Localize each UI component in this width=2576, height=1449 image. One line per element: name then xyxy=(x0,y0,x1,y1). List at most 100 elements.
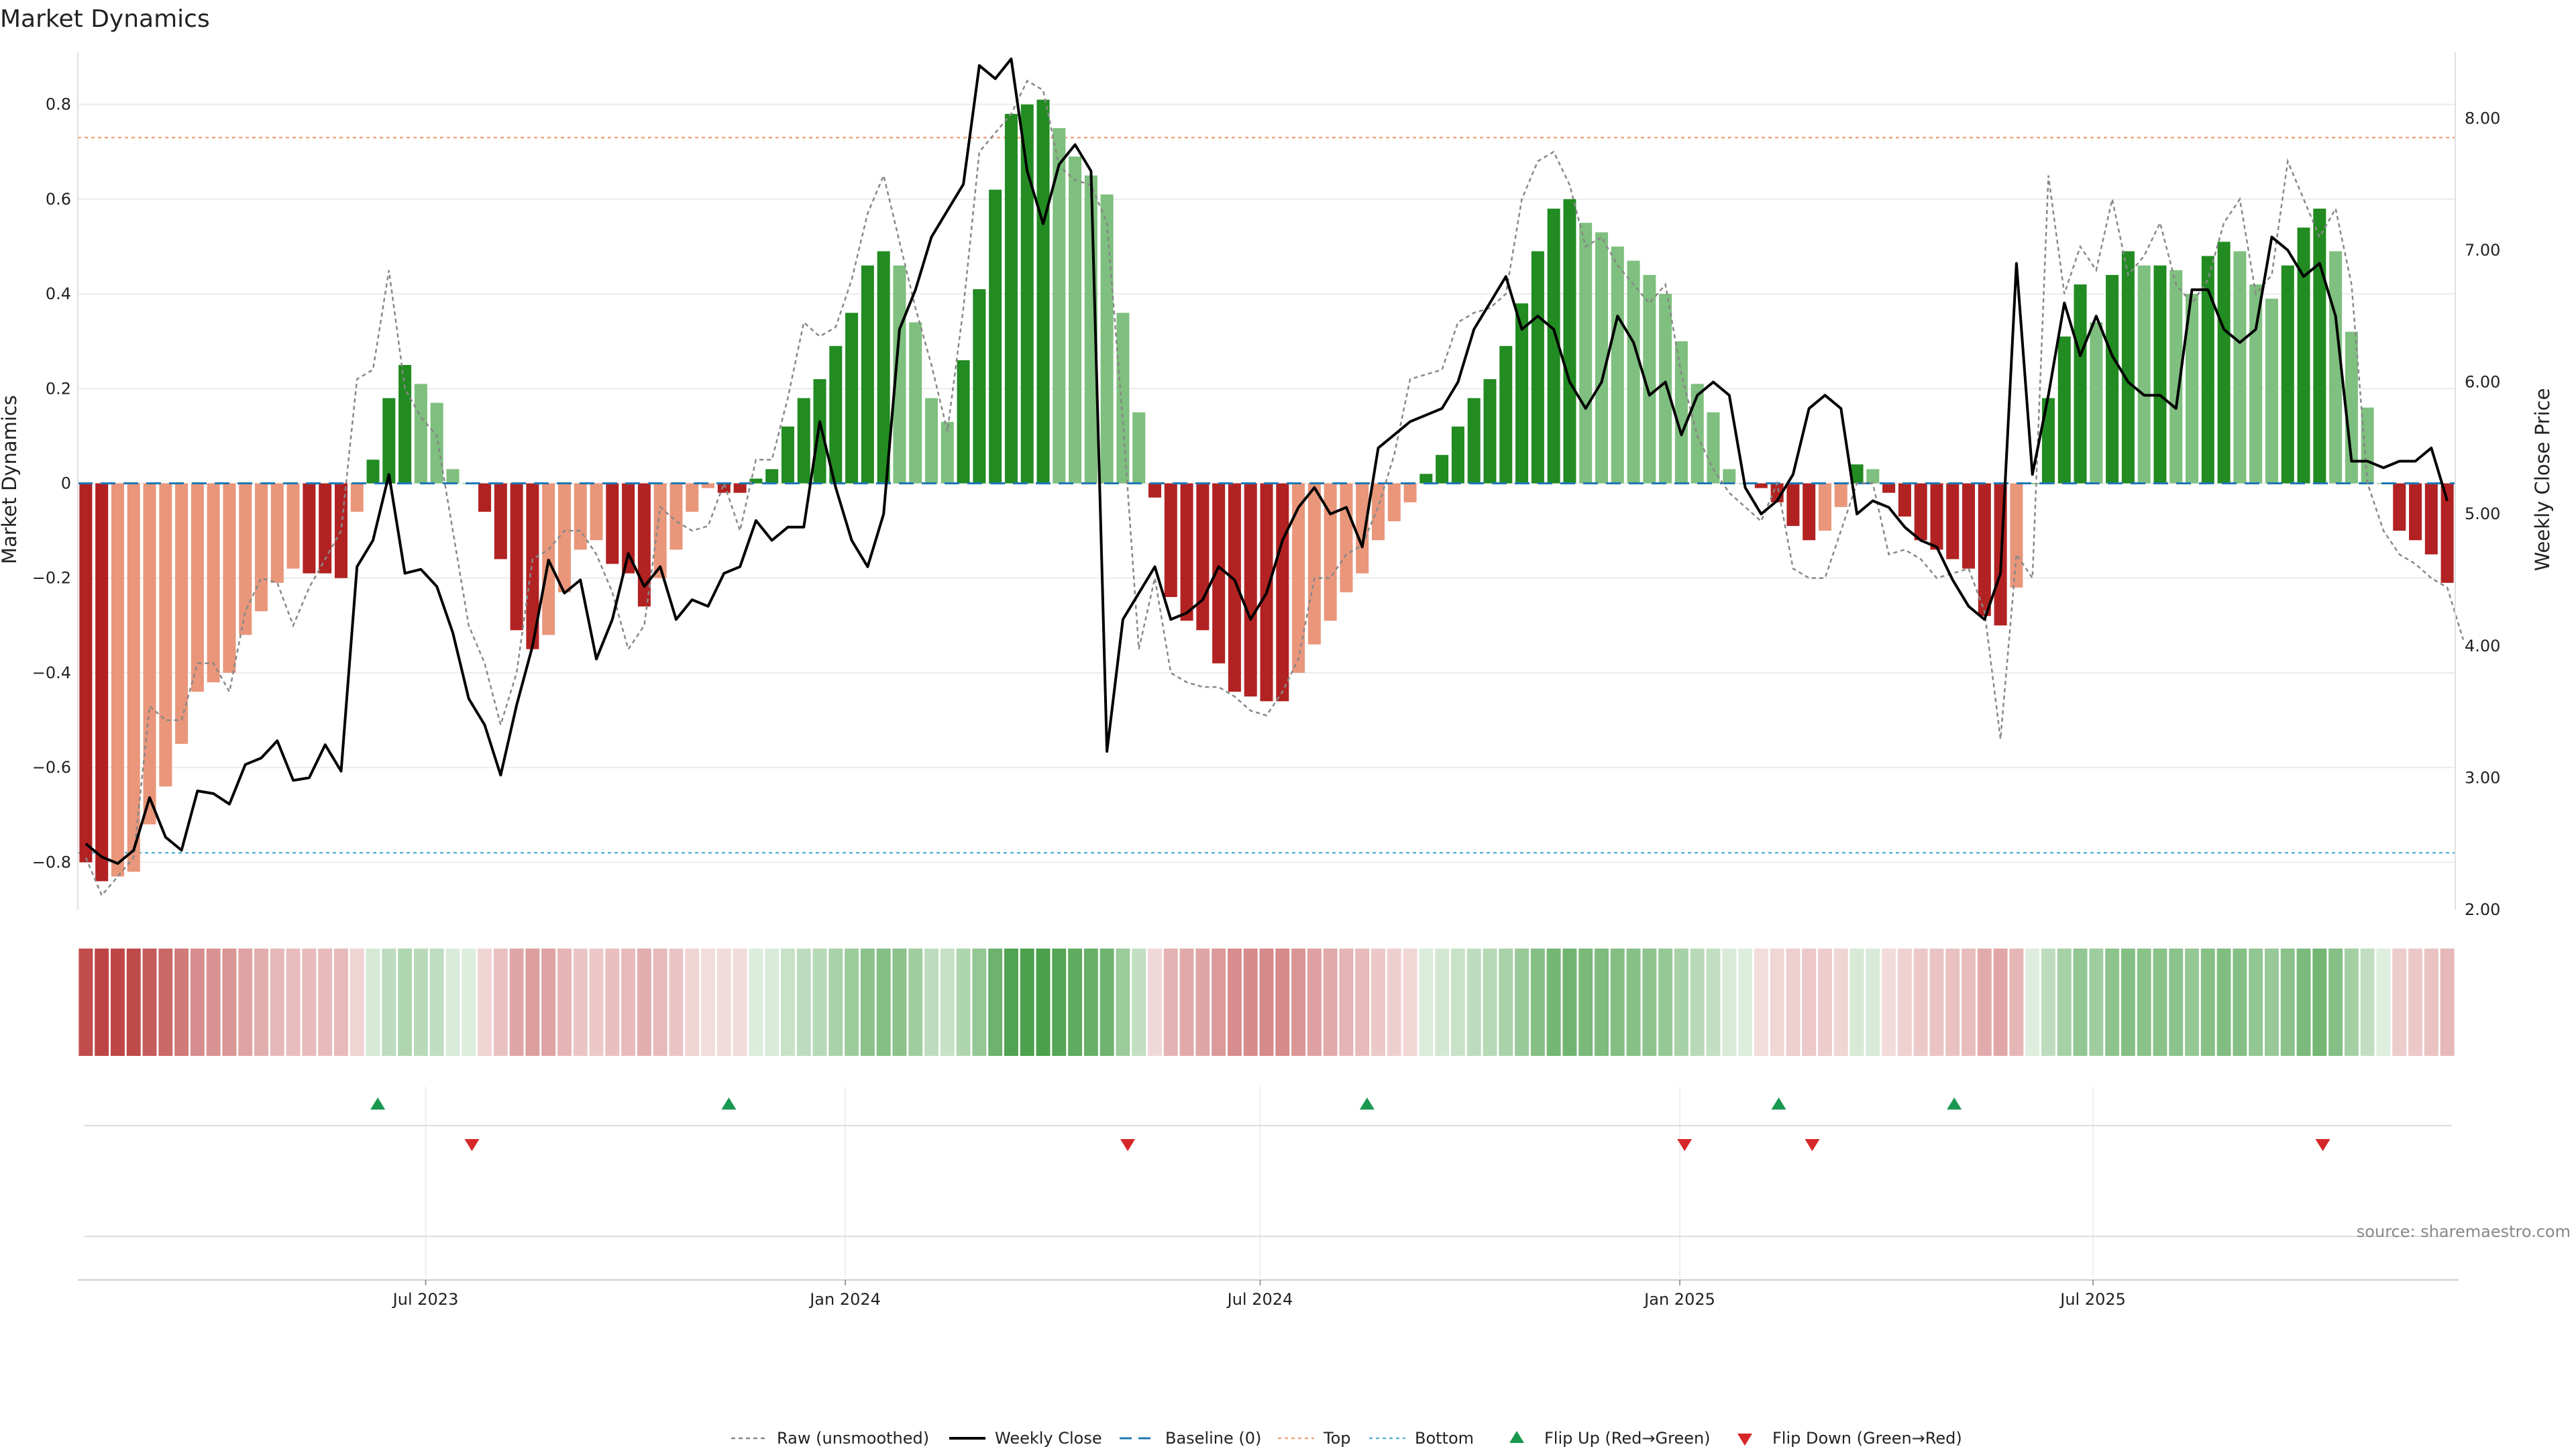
flip-up-marker xyxy=(1947,1097,1962,1110)
bar xyxy=(1004,113,1018,484)
heatmap-cell xyxy=(222,949,237,1056)
bar xyxy=(2265,299,2278,484)
bar xyxy=(1531,251,1544,484)
source-note: source: sharemaestro.com xyxy=(2357,1222,2571,1241)
bar xyxy=(414,384,427,484)
bar xyxy=(1962,483,1976,569)
bar xyxy=(2041,398,2055,484)
bar xyxy=(1946,483,1960,559)
heatmap-cell xyxy=(2376,949,2391,1056)
bar xyxy=(829,345,843,484)
bar xyxy=(877,251,890,484)
bar xyxy=(2281,265,2294,484)
bar xyxy=(1292,483,1305,673)
raw-unsmoothed-line xyxy=(85,79,2465,898)
y-tick-label: 0.8 xyxy=(46,95,71,114)
y-tick-label: 0.2 xyxy=(46,379,71,398)
legend-swatch xyxy=(1509,1431,1524,1443)
flip-markers xyxy=(78,1097,2459,1281)
bar xyxy=(1515,303,1529,484)
heatmap-cell xyxy=(1530,949,1545,1056)
bar xyxy=(1244,483,1257,697)
bar xyxy=(2361,407,2374,484)
heatmap-cell xyxy=(2073,949,2088,1056)
bar xyxy=(1467,398,1481,484)
heatmap-cell xyxy=(2137,949,2151,1056)
heatmap-cell xyxy=(1403,949,1417,1056)
flip-up-marker xyxy=(370,1097,386,1110)
heatmap-cell xyxy=(1163,949,1178,1056)
heatmap-cell xyxy=(1738,949,1753,1056)
flip-down-marker xyxy=(1120,1139,1136,1151)
legend-swatch xyxy=(1737,1434,1752,1446)
heatmap-cell xyxy=(2408,949,2423,1056)
heatmap-cell xyxy=(1179,949,1194,1056)
bar xyxy=(861,265,874,484)
heatmap-cell xyxy=(1387,949,1401,1056)
bar xyxy=(1340,483,1353,592)
bar-series xyxy=(79,99,2454,881)
bar xyxy=(2233,251,2247,484)
heatmap-cell xyxy=(2360,949,2375,1056)
bar xyxy=(159,483,172,787)
bar xyxy=(2186,294,2199,484)
heatmap-cell xyxy=(892,949,907,1056)
y-tick-label: −0.6 xyxy=(32,758,71,777)
flip-down-marker xyxy=(2315,1139,2330,1151)
axes xyxy=(77,52,2456,910)
heatmap-cell xyxy=(1435,949,1450,1056)
bar xyxy=(606,483,619,564)
x-tick-label: Jul 2025 xyxy=(2059,1290,2126,1309)
bar xyxy=(622,483,635,574)
heatmap-cell xyxy=(1466,949,1481,1056)
heatmap-cell xyxy=(1642,949,1657,1056)
x-tick-labels: Jul 2023 Jan 2024 Jul 2024 Jan 2025 Jul 2025 xyxy=(392,1280,2126,1309)
bar xyxy=(1834,483,1847,507)
flip-down-marker xyxy=(1677,1139,1693,1151)
heatmap-cell xyxy=(1355,949,1370,1056)
heatmap-cell xyxy=(573,949,588,1056)
legend-item-bottom: Bottom xyxy=(1369,1429,1474,1448)
heatmap-cell xyxy=(1754,949,1768,1056)
heatmap-cell xyxy=(174,949,189,1056)
heatmap-cell xyxy=(749,949,763,1056)
bar xyxy=(1563,199,1576,484)
bar xyxy=(717,483,731,493)
bar xyxy=(2345,331,2358,484)
heatmap-cell xyxy=(1339,949,1354,1056)
bar xyxy=(797,398,810,484)
heatmap-cell xyxy=(1227,949,1242,1056)
heatmap-cell xyxy=(685,949,700,1056)
heatmap-cell xyxy=(956,949,971,1056)
bar xyxy=(813,379,826,484)
heatmap-cell xyxy=(366,949,380,1056)
legend-item-baseline: Baseline (0) xyxy=(1120,1429,1261,1448)
bar xyxy=(781,426,794,484)
bar xyxy=(223,483,236,673)
legend-item-flip_up: Flip Up (Red→Green) xyxy=(1509,1429,1711,1448)
y2-tick-label: 6.00 xyxy=(2465,373,2500,392)
heatmap-cell xyxy=(765,949,780,1056)
bar xyxy=(494,483,507,559)
bar xyxy=(2201,256,2214,484)
bar xyxy=(1818,483,1831,531)
bar xyxy=(2137,265,2151,484)
legend-item-flip_down: Flip Down (Green→Red) xyxy=(1737,1429,1962,1448)
bar xyxy=(669,483,683,550)
heatmap-cell xyxy=(2089,949,2104,1056)
bar xyxy=(398,365,412,484)
heatmap-cell xyxy=(2312,949,2327,1056)
legend-label: Bottom xyxy=(1415,1429,1474,1448)
bar xyxy=(702,483,715,488)
bar xyxy=(1276,483,1289,702)
bar xyxy=(686,483,699,512)
legend-label: Weekly Close xyxy=(995,1429,1102,1448)
bar xyxy=(1643,274,1656,484)
heatmap-cell xyxy=(1212,949,1226,1056)
heatmap-cell xyxy=(1068,949,1083,1056)
bar xyxy=(1786,483,1800,527)
heatmap-cell xyxy=(286,949,301,1056)
y2-tick-label: 8.00 xyxy=(2465,109,2500,127)
bar xyxy=(1212,483,1226,663)
bar xyxy=(574,483,587,550)
